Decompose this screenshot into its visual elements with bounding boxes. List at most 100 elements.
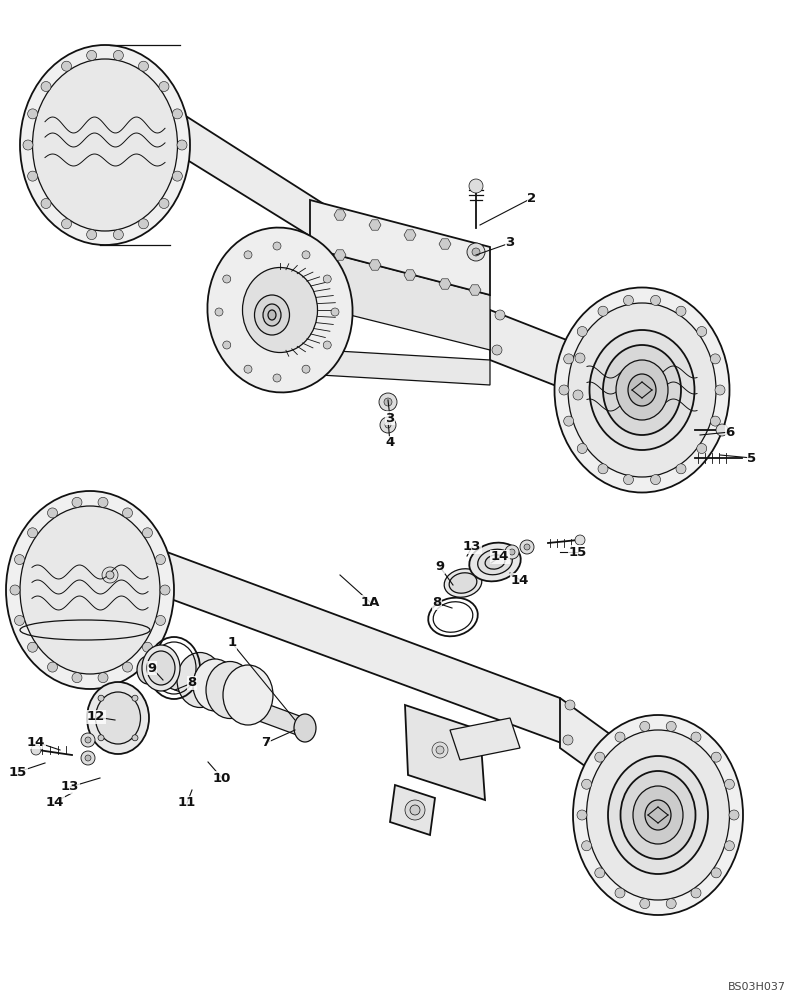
Circle shape [696,443,707,453]
Circle shape [28,528,37,538]
Circle shape [676,464,686,474]
Circle shape [132,695,138,701]
Polygon shape [310,248,490,350]
Circle shape [159,198,169,208]
Ellipse shape [255,295,290,335]
Circle shape [710,354,720,364]
Text: 15: 15 [569,546,587,558]
Circle shape [173,109,182,119]
Circle shape [385,422,391,428]
Circle shape [155,615,166,625]
Circle shape [410,805,420,815]
Circle shape [31,745,41,755]
Polygon shape [450,718,520,760]
Ellipse shape [485,555,505,569]
Circle shape [623,475,634,485]
Circle shape [223,341,231,349]
Ellipse shape [590,330,694,450]
Circle shape [691,732,701,742]
Ellipse shape [449,573,477,593]
Circle shape [615,888,625,898]
Polygon shape [369,220,381,230]
Ellipse shape [147,651,175,685]
Ellipse shape [193,659,237,711]
Circle shape [142,528,153,538]
Circle shape [729,810,739,820]
Circle shape [139,61,149,71]
Polygon shape [148,660,305,738]
Circle shape [323,341,331,349]
Ellipse shape [142,645,180,691]
Text: 12: 12 [87,710,105,724]
Polygon shape [148,545,575,748]
Ellipse shape [268,310,276,320]
Circle shape [61,219,72,229]
Circle shape [650,295,661,305]
Ellipse shape [208,228,353,392]
Text: 14: 14 [491,550,509,564]
Circle shape [711,868,721,878]
Text: 3: 3 [505,236,515,249]
Ellipse shape [587,730,729,900]
Circle shape [595,752,605,762]
Text: 8: 8 [432,596,442,609]
Circle shape [113,230,123,240]
Ellipse shape [633,786,683,844]
Circle shape [492,345,502,355]
Ellipse shape [20,506,160,674]
Ellipse shape [603,345,681,435]
Polygon shape [439,279,451,289]
Circle shape [302,251,310,259]
Ellipse shape [645,800,671,830]
Circle shape [565,700,575,710]
Circle shape [98,695,104,701]
Text: 5: 5 [747,452,756,464]
Ellipse shape [177,652,223,708]
Circle shape [598,306,608,316]
Text: 14: 14 [511,574,529,586]
Circle shape [598,464,608,474]
Circle shape [495,310,505,320]
Circle shape [331,308,339,316]
Circle shape [676,306,686,316]
Circle shape [159,82,169,92]
Text: 1A: 1A [361,595,380,608]
Circle shape [123,662,132,672]
Ellipse shape [33,59,178,231]
Circle shape [640,899,650,909]
Circle shape [215,308,223,316]
Ellipse shape [96,692,141,744]
Circle shape [139,219,149,229]
Text: 9: 9 [147,662,157,674]
Circle shape [81,751,95,765]
Ellipse shape [87,682,149,754]
Polygon shape [320,350,490,385]
Polygon shape [560,698,618,790]
Ellipse shape [568,303,716,477]
Circle shape [380,417,396,433]
Text: 6: 6 [725,426,735,438]
Circle shape [575,535,585,545]
Circle shape [81,733,95,747]
Circle shape [716,424,728,436]
Ellipse shape [616,360,668,420]
Ellipse shape [621,771,696,859]
Circle shape [87,50,96,60]
Circle shape [123,508,132,518]
Circle shape [524,544,530,550]
Ellipse shape [263,304,281,326]
Ellipse shape [573,715,743,915]
Circle shape [711,752,721,762]
Circle shape [102,567,118,583]
Circle shape [666,899,676,909]
Text: 9: 9 [435,560,444,574]
Circle shape [432,742,448,758]
Circle shape [302,365,310,373]
Text: 14: 14 [27,736,45,748]
Circle shape [23,140,33,150]
Polygon shape [334,250,346,260]
Text: 2: 2 [528,192,537,205]
Circle shape [160,585,170,595]
Polygon shape [469,245,481,255]
Polygon shape [439,239,451,249]
